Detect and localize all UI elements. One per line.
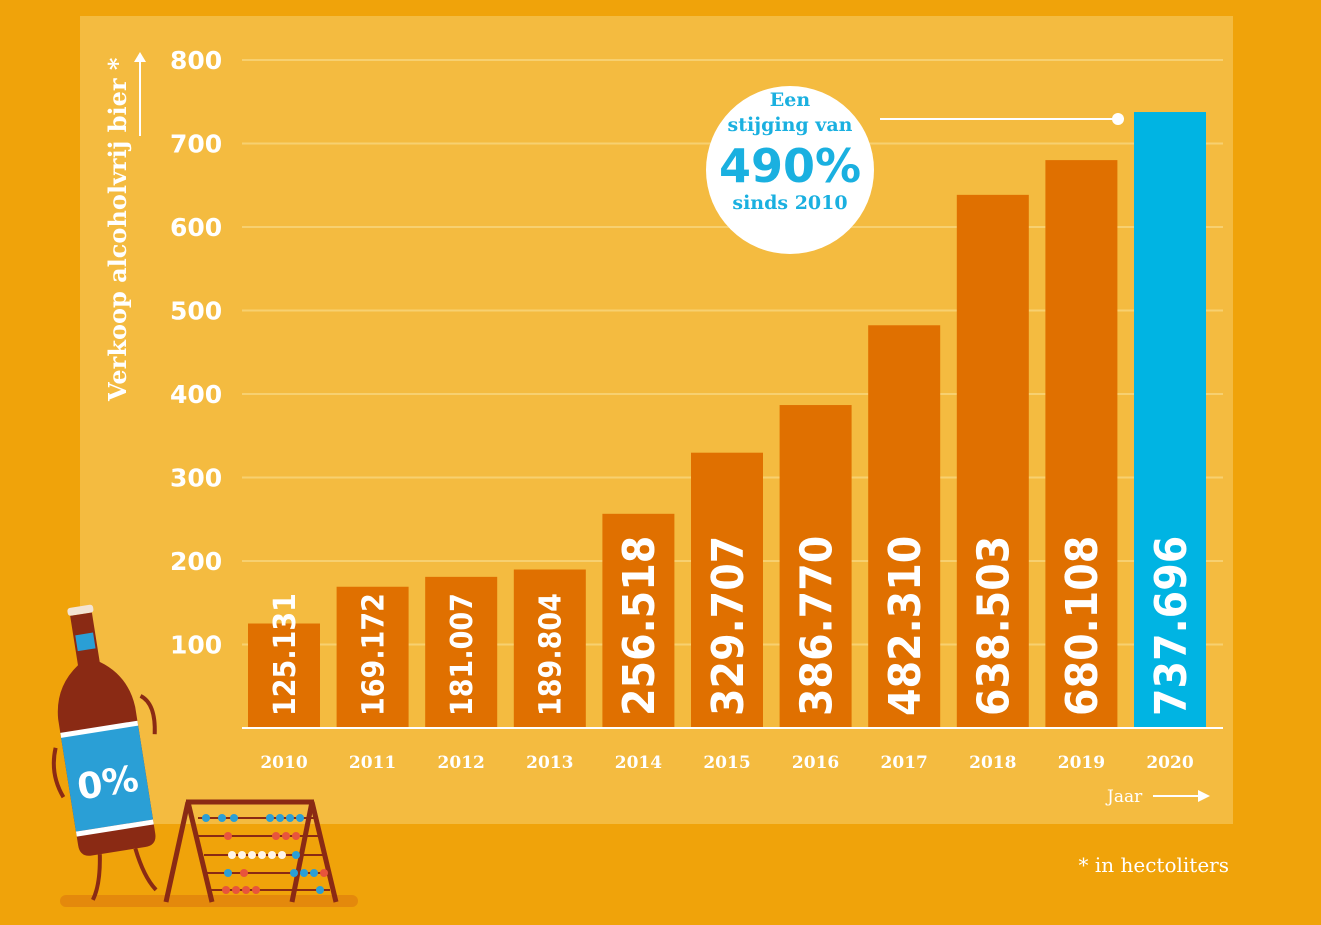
x-axis-ticks: 2010 2011 2012 2013 2014 2015 2016 2017 2018 2019… [260,753,1193,773]
x-tick-label: 2019 [1058,753,1105,773]
x-tick-label: 2010 [260,753,307,773]
x-tick-label: 2018 [969,753,1016,773]
y-axis-label-group: Verkoop alcoholvrij bier * [103,57,132,402]
y-tick-label: 400 [170,380,222,409]
bar-value-label: 125.131 [268,593,303,716]
bar-value-label: 482.310 [880,536,931,716]
callout-bubble [706,86,874,254]
callout: Een stijging van 490% sinds 2010 [706,86,1124,254]
bar-value-label: 169.172 [356,593,391,716]
bar-value-label: 189.804 [534,593,569,716]
bar [1134,112,1206,728]
chart-panel: 100 200 300 400 500 600 700 800 125.131 169.172 1… [80,16,1233,824]
y-axis-label: Verkoop alcoholvrij bier * [103,57,132,402]
bar-value-label: 256.518 [614,536,665,716]
bar [956,194,1029,729]
beer-bottle-icon: 0% [51,604,158,901]
y-tick-label: 700 [170,130,222,159]
x-axis-label: Jaar [1105,787,1143,807]
callout-line3: sinds 2010 [732,192,847,214]
abacus-icon [163,799,339,903]
x-axis-arrowhead [1198,790,1210,802]
y-tick-label: 500 [170,297,222,326]
bar [513,569,586,728]
y-axis-arrowhead [134,52,146,62]
bar [779,405,852,728]
x-tick-label: 2012 [438,753,485,773]
bar-value-label: 386.770 [791,536,842,716]
x-tick-label: 2013 [526,753,573,773]
x-tick-label: 2011 [349,753,396,773]
bar [868,325,941,728]
callout-line1: Een [770,89,811,111]
callout-connector-dot [1112,113,1124,125]
bar-value-label: 181.007 [445,593,480,716]
bar [336,586,409,728]
y-tick-label: 200 [170,547,222,576]
y-tick-label: 300 [170,464,222,493]
bar [425,576,498,728]
x-tick-label: 2017 [881,753,928,773]
bar [248,623,320,728]
bar-value-label: 329.707 [703,536,754,716]
bottle-label-text: 0% [74,759,141,809]
callout-percentage: 490% [719,139,861,193]
callout-line2: stijging van [728,114,853,136]
y-tick-label: 600 [170,213,222,242]
footnote: * in hectoliters [1078,853,1229,877]
bar [691,452,763,728]
x-tick-label: 2015 [703,753,750,773]
y-tick-label: 100 [170,631,222,660]
bar-value-label: 638.503 [969,536,1020,716]
ground-shadow [60,895,358,907]
illustration: 0% [51,604,358,907]
y-tick-label: 800 [170,46,222,75]
y-axis-ticks: 100 200 300 400 500 600 700 800 [170,46,222,660]
x-tick-label: 2020 [1146,753,1193,773]
bar [1045,160,1118,729]
bar-value-label: 737.696 [1146,536,1197,716]
bars: 125.131 169.172 181.007 189.804 256.518 329.7… [248,112,1206,729]
x-tick-label: 2014 [615,753,662,773]
bar-value-label: 680.108 [1057,536,1108,716]
x-tick-label: 2016 [792,753,839,773]
bar [602,513,675,728]
